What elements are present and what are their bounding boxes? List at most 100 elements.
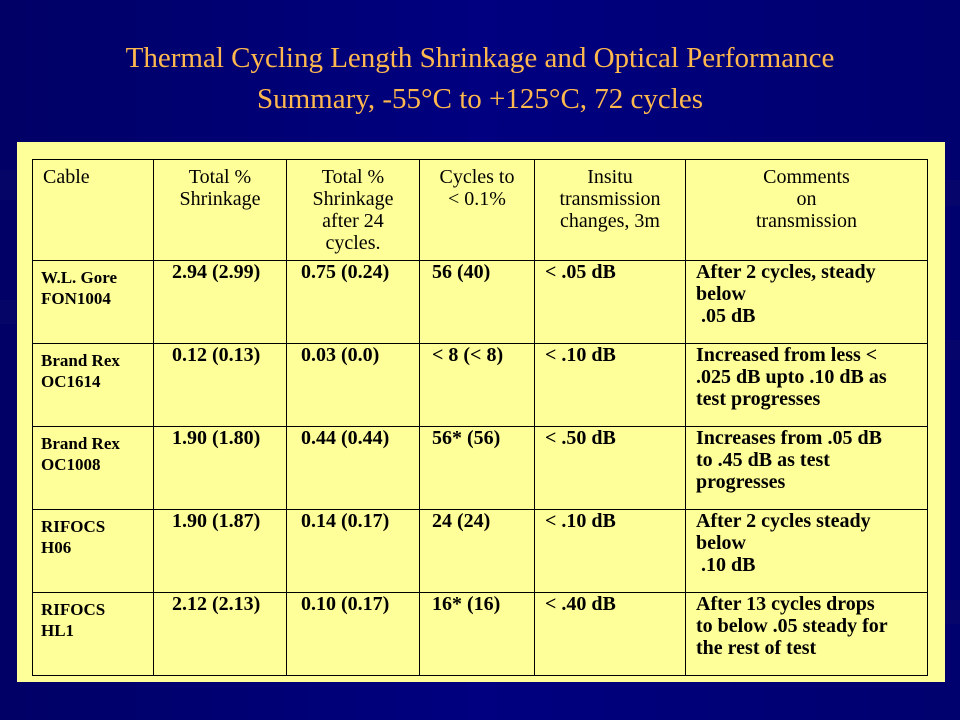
- cell-line: Cable: [43, 166, 90, 188]
- cell-line: 24 (24): [432, 510, 491, 533]
- cell-line: Shrinkage: [179, 188, 261, 210]
- comment-cell: After 2 cycles steady below .10 dB: [685, 509, 928, 593]
- cell-line: RIFOCS: [41, 517, 106, 536]
- cell-line: below: [696, 532, 746, 554]
- shrinkage-cell: 1.90 (1.80): [153, 426, 287, 510]
- comment-cell: Increased from less < .025 dB upto .10 dB…: [685, 343, 928, 427]
- header-row: Cable Total % Shrinkage Total % Shrinkage a…: [32, 159, 928, 261]
- cable-cell: Brand Rex OC1614: [32, 343, 154, 427]
- cell-line: .10 dB: [696, 554, 756, 576]
- cell-line: W.L. Gore: [41, 268, 118, 287]
- title-line-2: Summary, -55°C to +125°C, 72 cycles: [256, 83, 704, 115]
- cell-line: < .50 dB: [545, 427, 616, 450]
- cell-line: FON1004: [41, 289, 111, 308]
- header-cell: Comments on transmission: [685, 159, 928, 261]
- table-row: Brand Rex OC1614 0.12 (0.13) 0.03 (0.0) <…: [32, 343, 928, 427]
- bg-stripe: [0, 170, 16, 200]
- cable-cell: Brand Rex OC1008: [32, 426, 154, 510]
- cell-line: 16* (16): [432, 593, 501, 616]
- shrinkage-24-cell: 0.44 (0.44): [286, 426, 420, 510]
- cell-line: OC1008: [41, 455, 101, 474]
- cell-line: 56 (40): [432, 261, 491, 284]
- transmission-cell: < .40 dB: [534, 592, 686, 676]
- cell-line: < 8 (< 8): [432, 344, 504, 367]
- cell-line: After 2 cycles steady: [696, 510, 871, 533]
- cell-line: 2.94 (2.99): [172, 261, 261, 284]
- cell-line: 0.10 (0.17): [301, 593, 390, 616]
- cell-line: < .10 dB: [545, 510, 616, 533]
- cell-line: after 24: [322, 210, 384, 232]
- shrinkage-24-cell: 0.03 (0.0): [286, 343, 420, 427]
- shrinkage-cell: 2.12 (2.13): [153, 592, 287, 676]
- cell-line: < 0.1%: [448, 188, 506, 210]
- shrinkage-24-cell: 0.14 (0.17): [286, 509, 420, 593]
- cell-line: 1.90 (1.80): [172, 427, 261, 450]
- cell-line: < .10 dB: [545, 344, 616, 367]
- cell-line: 0.44 (0.44): [301, 427, 390, 450]
- header-cell: Insitu transmission changes, 3m: [534, 159, 686, 261]
- cell-line: HL1: [41, 621, 75, 640]
- cell-line: Brand Rex: [41, 434, 120, 453]
- cell-line: the rest of test: [696, 637, 817, 659]
- cycles-cell: 56* (56): [419, 426, 535, 510]
- cell-line: Cycles to: [439, 166, 515, 188]
- cell-line: on: [796, 188, 817, 210]
- header-cell: Cycles to < 0.1%: [419, 159, 535, 261]
- comment-cell: Increases from .05 dB to .45 dB as test pr…: [685, 426, 928, 510]
- table-row: RIFOCS H06 1.90 (1.87) 0.14 (0.17) 24 (24…: [32, 509, 928, 593]
- shrinkage-cell: 0.12 (0.13): [153, 343, 287, 427]
- cell-line: below: [696, 283, 746, 305]
- bg-stripe: [945, 180, 960, 206]
- cell-line: < .05 dB: [545, 261, 616, 284]
- comment-cell: After 13 cycles drops to below .05 steady…: [685, 592, 928, 676]
- cell-line: 0.03 (0.0): [301, 344, 380, 367]
- cell-line: .05 dB: [696, 305, 756, 327]
- cable-cell: W.L. Gore FON1004: [32, 260, 154, 344]
- slide-title: Thermal Cycling Length Shrinkage and Opt…: [0, 38, 960, 120]
- bg-stripe: [0, 300, 16, 324]
- cell-line: Insitu: [587, 166, 633, 188]
- cell-line: Shrinkage: [312, 188, 394, 210]
- cell-line: test progresses: [696, 388, 821, 410]
- summary-table: Cable Total % Shrinkage Total % Shrinkage a…: [32, 159, 928, 676]
- table-row: Brand Rex OC1008 1.90 (1.80) 0.44 (0.44) …: [32, 426, 928, 510]
- cell-line: After 2 cycles, steady: [696, 261, 876, 284]
- cycles-cell: 24 (24): [419, 509, 535, 593]
- cell-line: Total %: [321, 166, 385, 188]
- cell-line: After 13 cycles drops: [696, 593, 875, 616]
- header-cell: Total % Shrinkage: [153, 159, 287, 261]
- cell-line: to .45 dB as test: [696, 449, 830, 471]
- bg-stripe: [945, 340, 960, 360]
- cell-line: cycles.: [325, 232, 381, 254]
- cell-line: OC1614: [41, 372, 101, 391]
- transmission-cell: < .50 dB: [534, 426, 686, 510]
- cell-line: Total %: [188, 166, 252, 188]
- cycles-cell: < 8 (< 8): [419, 343, 535, 427]
- header-cell: Cable: [32, 159, 154, 261]
- cell-line: H06: [41, 538, 72, 557]
- cell-line: 1.90 (1.87): [172, 510, 261, 533]
- shrinkage-24-cell: 0.10 (0.17): [286, 592, 420, 676]
- cell-line: < .40 dB: [545, 593, 616, 616]
- shrinkage-cell: 1.90 (1.87): [153, 509, 287, 593]
- cable-cell: RIFOCS HL1: [32, 592, 154, 676]
- header-cell: Total % Shrinkage after 24 cycles.: [286, 159, 420, 261]
- cell-line: RIFOCS: [41, 600, 106, 619]
- cycles-cell: 56 (40): [419, 260, 535, 344]
- cell-line: progresses: [696, 471, 786, 493]
- table-row: W.L. Gore FON1004 2.94 (2.99) 0.75 (0.24)…: [32, 260, 928, 344]
- bg-stripe: [945, 600, 960, 624]
- comment-cell: After 2 cycles, steady below .05 dB: [685, 260, 928, 344]
- shrinkage-cell: 2.94 (2.99): [153, 260, 287, 344]
- transmission-cell: < .05 dB: [534, 260, 686, 344]
- cell-line: Increases from .05 dB: [696, 427, 882, 450]
- cell-line: 56* (56): [432, 427, 501, 450]
- transmission-cell: < .10 dB: [534, 343, 686, 427]
- cell-line: transmission: [559, 188, 661, 210]
- table-panel: Cable Total % Shrinkage Total % Shrinkage a…: [17, 142, 945, 682]
- cell-line: changes, 3m: [560, 210, 660, 232]
- cell-line: Comments: [763, 166, 850, 188]
- cell-line: Brand Rex: [41, 351, 120, 370]
- cable-cell: RIFOCS H06: [32, 509, 154, 593]
- cell-line: Increased from less <: [696, 344, 878, 367]
